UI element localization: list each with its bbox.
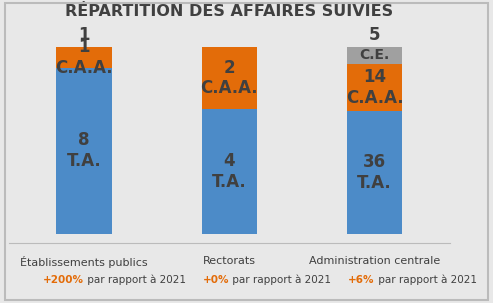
Text: C.E.: C.E. [359,48,390,62]
Text: par rapport à 2021: par rapport à 2021 [229,275,331,285]
Bar [347,112,402,234]
Bar [57,68,112,234]
Bar [57,47,112,68]
Text: 4
T.A.: 4 T.A. [212,152,247,191]
Text: 1
C.A.A.: 1 C.A.A. [55,38,113,77]
Text: 1: 1 [78,26,90,44]
Text: 14
C.A.A.: 14 C.A.A. [346,68,403,107]
Text: 36
T.A.: 36 T.A. [357,153,392,192]
Text: +0%: +0% [203,275,229,285]
Text: par rapport à 2021: par rapport à 2021 [84,275,186,285]
Text: 8
T.A.: 8 T.A. [67,131,102,170]
Bar [202,47,257,109]
Text: Administration centrale: Administration centrale [309,256,440,266]
Text: Établissements publics: Établissements publics [20,256,148,268]
Text: 2
C.A.A.: 2 C.A.A. [201,58,258,97]
Text: +200%: +200% [43,275,84,285]
Text: 5: 5 [369,26,381,44]
Text: Rectorats: Rectorats [203,256,256,266]
Title: RÉPARTITION DES AFFAIRES SUIVIES: RÉPARTITION DES AFFAIRES SUIVIES [66,4,393,19]
Text: +6%: +6% [348,275,375,285]
Text: par rapport à 2021: par rapport à 2021 [375,275,477,285]
Bar [347,47,402,64]
Bar [347,64,402,112]
Bar [202,109,257,234]
